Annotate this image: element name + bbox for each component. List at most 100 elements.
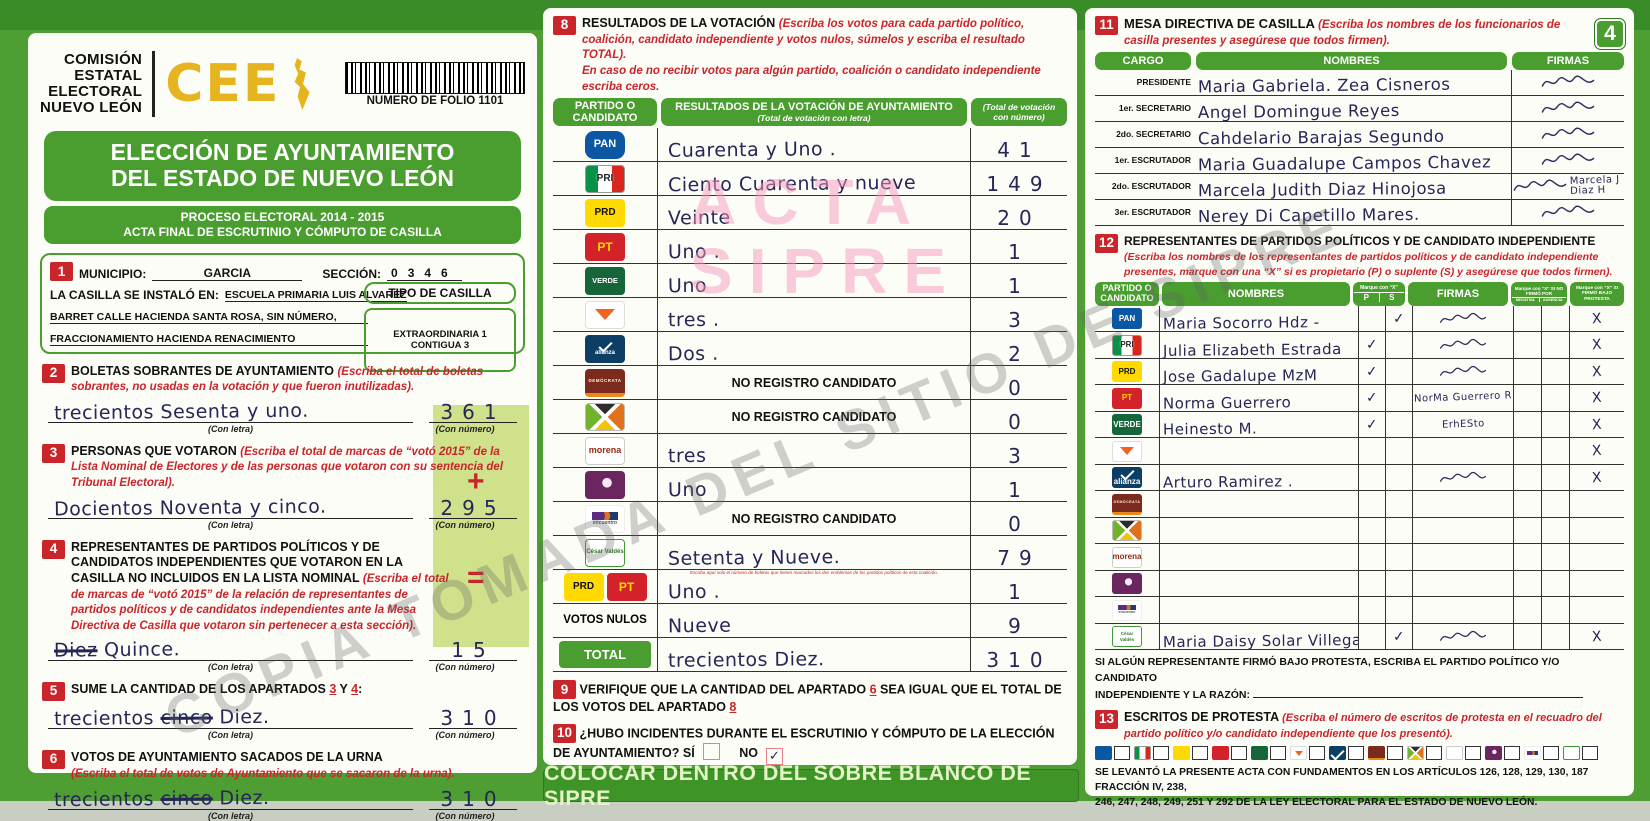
party-cell: TOTAL [553, 638, 658, 672]
votes-in-numbers-cell: 149 [971, 162, 1067, 195]
section-2-boletas-sobrantes: 2 BOLETAS SOBRANTES DE AYUNTAMIENTO (Esc… [42, 363, 523, 434]
signature-cell [1412, 491, 1513, 517]
suma-letra: trecientos cinco Diez. [53, 706, 270, 731]
official-name: Maria Gabriela. Zea Cisneros [1197, 74, 1451, 95]
rep-row: PAN Maria Socorro Hdz - ✓ X [1095, 305, 1624, 333]
mesa-row: 3er. ESCRUTADOR Nerey Di Capetillo Mares… [1095, 199, 1624, 226]
votes-in-words: tres . [667, 309, 720, 332]
propietario-cell [1358, 305, 1385, 332]
rep-row [1095, 570, 1624, 598]
coalition-note: Escriba aquí solo el número de boletas q… [690, 570, 938, 576]
rep-name-cell: Heinesto M. [1159, 411, 1358, 438]
bajo-protesta-cell [1569, 544, 1624, 570]
results-row: NO REGISTRO CANDIDATO 0 [553, 400, 1067, 435]
party-mini-logo [1212, 746, 1229, 761]
tipo-casilla-value: EXTRAORDINARIA 1 CONTIGUA 3 [364, 307, 516, 372]
party-mini-logo [1524, 746, 1541, 761]
results-row: PT Uno . 1 [553, 230, 1067, 265]
party-logo [1112, 440, 1142, 462]
party-cell: César Valdés [1095, 624, 1159, 650]
footer-instruction: COLOCAR DENTRO DEL SOBRE BLANCO DE SIPRE [543, 761, 1079, 810]
rep-name: Maria Socorro Hdz - [1162, 313, 1320, 332]
cargo-label: 1er. ESCRUTADOR [1114, 155, 1191, 166]
section-number: 2 [42, 363, 65, 383]
lugar-line-2: BARRET CALLE HACIENDA SANTA ROSA, SIN NÚ… [50, 311, 368, 324]
votes-in-words-cell: Uno [658, 468, 971, 502]
results-row: encuentro NO REGISTRO CANDIDATO 0 [553, 502, 1067, 537]
folio-block: NUMERO DE FOLIO 1101 [345, 61, 525, 107]
section-title: PERSONAS QUE VOTARON [71, 443, 237, 458]
protesta-count-box [1504, 746, 1520, 761]
party-cell: encuentro [1095, 597, 1159, 623]
votes-in-words-cell: Uno [658, 264, 971, 298]
party-mini-logo [1134, 746, 1151, 761]
party-logo: PAN [585, 130, 625, 159]
votes-in-words-cell: NO REGISTRO CANDIDATO [658, 366, 971, 400]
section-number: 3 [42, 443, 65, 463]
con-letra-label: (Con letra) [208, 810, 253, 821]
suplente-cell [1385, 385, 1412, 411]
razon-blank-line [1252, 686, 1583, 698]
section-number: 1 [50, 261, 73, 281]
bajo-protesta-cell: X [1569, 438, 1624, 464]
representantes-numero: 15 [451, 638, 495, 663]
bajo-protesta-cell [1569, 570, 1624, 597]
section-number: 12 [1095, 233, 1118, 253]
votes-in-words-cell: Nueve [658, 604, 971, 638]
con-numero-label: (Con número) [435, 662, 495, 673]
votes-in-words: Uno . [667, 241, 721, 264]
votes-in-numbers-cell: 20 [971, 196, 1067, 229]
party-mini-logo [1329, 746, 1346, 761]
rep-name-cell [1159, 438, 1358, 464]
con-numero-label: (Con número) [435, 519, 495, 530]
propietario-cell [1358, 570, 1385, 597]
signature-scribble [1541, 75, 1595, 87]
official-name-cell: Maria Gabriela. Zea Cisneros [1195, 70, 1511, 95]
negativa-cell [1513, 517, 1541, 544]
party-cell: PT [1095, 385, 1159, 411]
col-numero-header: (Total de votación con número) [971, 98, 1067, 127]
party-logo: PRI [1112, 334, 1142, 356]
section-instructions: (Escriba los nombres de los funcionarios… [1124, 19, 1561, 48]
party-logo: César Valdés [585, 538, 625, 567]
votes-in-numbers-cell: 2 [971, 332, 1067, 365]
signature-cell [1412, 597, 1513, 623]
section-number: 6 [42, 750, 65, 770]
suplente-check: ✓ [1392, 310, 1406, 327]
votes-in-numbers: 1 [1008, 240, 1030, 265]
votes-in-numbers: 0 [1008, 410, 1030, 435]
protesta-mark: X [1591, 310, 1603, 327]
votes-in-words-cell: NO REGISTRO CANDIDATO [658, 502, 971, 536]
section-title: MESA DIRECTIVA DE CASILLA [1124, 16, 1315, 31]
votes-in-numbers-cell: 1 [971, 468, 1067, 501]
party-mini-logo [1251, 746, 1268, 761]
negativa-cell [1513, 305, 1541, 332]
propietario-check: ✓ [1365, 416, 1379, 433]
section-instructions: (Escriba el total de marcas de “votó 201… [71, 445, 504, 489]
results-row: VOTOS NULOS Nueve 9 [553, 604, 1067, 639]
propietario-cell [1358, 491, 1385, 517]
votes-in-words: Uno . [667, 581, 721, 604]
votes-in-words: Ciento Cuarenta y nueve [667, 172, 917, 197]
section-number: 8 [553, 16, 576, 35]
section-3-personas-votaron: 3 PERSONAS QUE VOTARON (Escriba el total… [42, 443, 523, 530]
protesta-mark: X [1591, 389, 1603, 407]
party-logo: morena [585, 436, 625, 465]
section-instructions: (Escriba los votos para cada partido pol… [582, 18, 1025, 62]
suplente-cell: ✓ [1385, 305, 1412, 332]
propietario-cell [1358, 597, 1385, 623]
votes-in-numbers: 3 [1008, 308, 1030, 333]
incidentes-question: ¿HUBO INCIDENTES DURANTE EL ESCRUTINIO Y… [553, 726, 1055, 760]
party-logo: morena [1112, 546, 1142, 568]
party-cell: alianza [1095, 465, 1159, 491]
votes-in-words: Nueve [667, 614, 732, 638]
signature-scribble [1541, 101, 1595, 113]
party-logo [1112, 520, 1142, 542]
rep-name-cell [1159, 544, 1358, 570]
ausencia-cell [1541, 597, 1569, 623]
sum-highlight-band: + = [433, 405, 529, 647]
party-cell: PRD [553, 196, 658, 230]
negativa-cell [1513, 623, 1541, 650]
